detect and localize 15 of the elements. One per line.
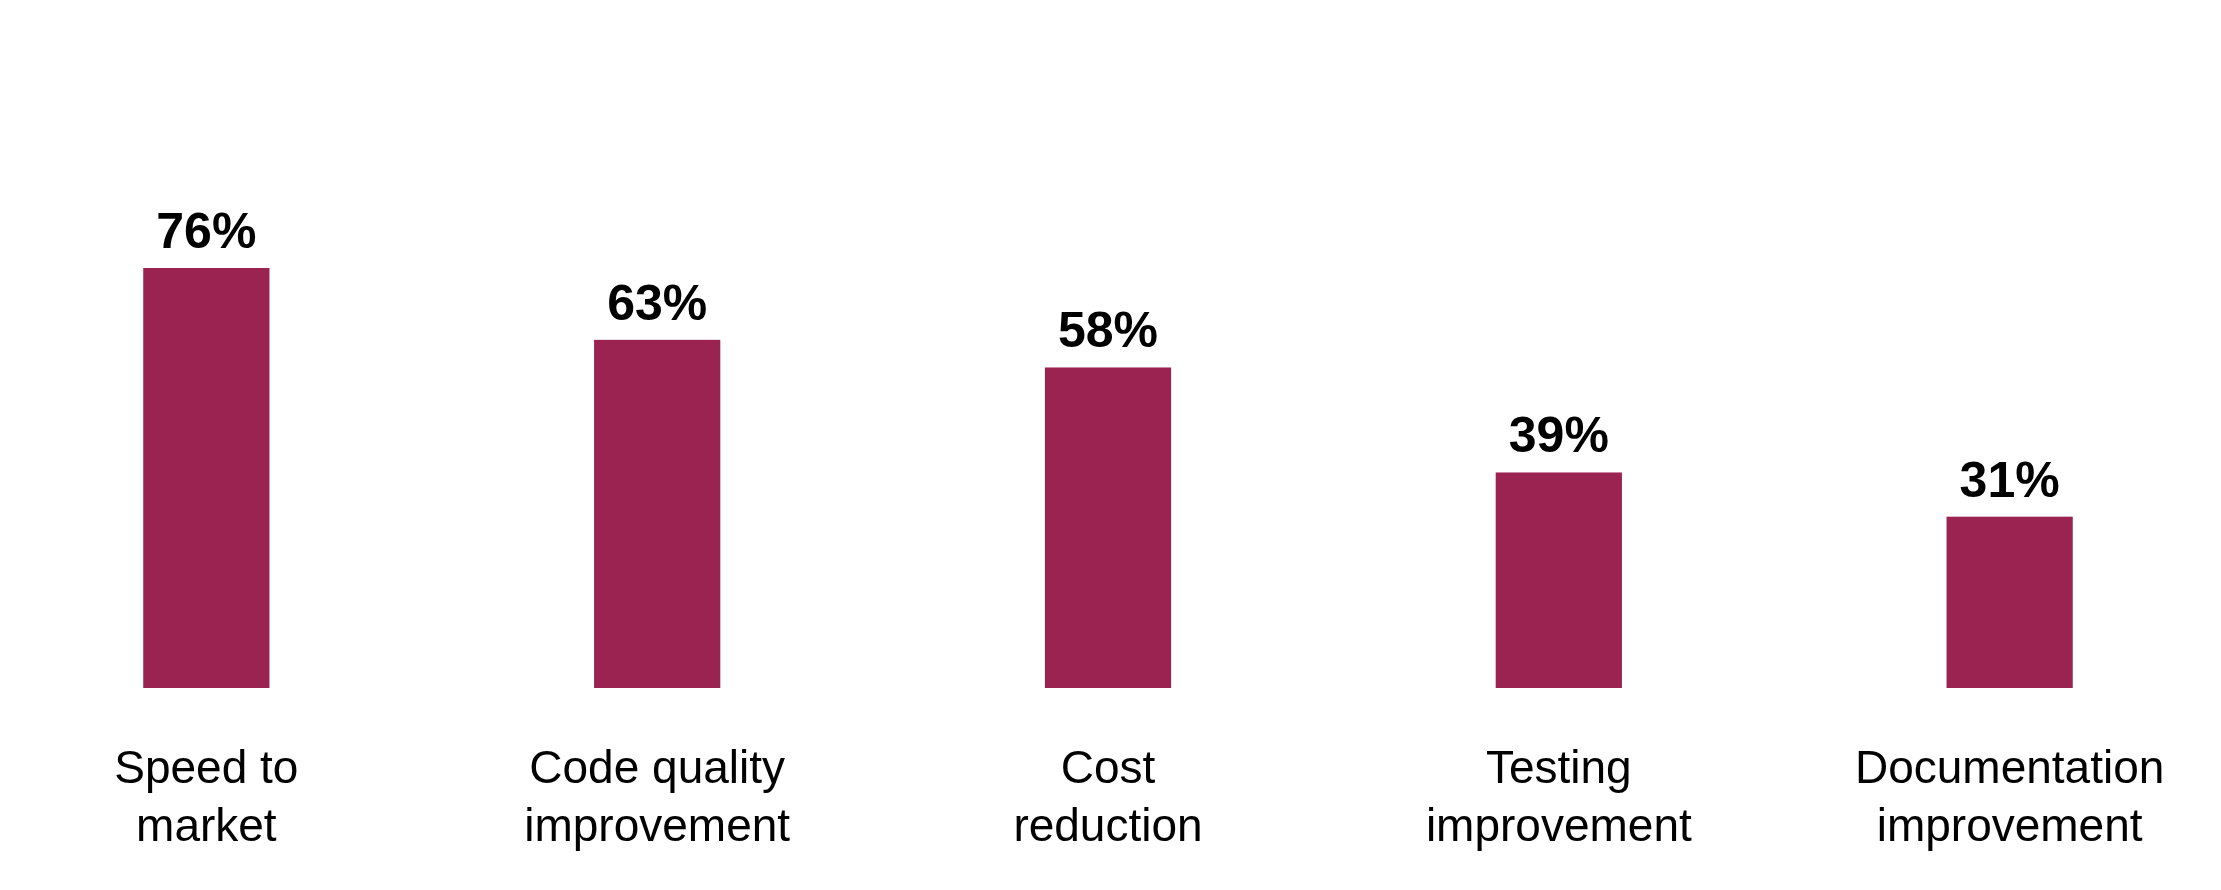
data-label: 76% <box>156 203 257 259</box>
bar <box>143 268 270 688</box>
x-tick-label: Testing improvement <box>1425 741 1692 851</box>
bar <box>1946 516 2073 688</box>
x-tick-label: Cost reduction <box>1013 741 1203 851</box>
bar <box>1495 472 1622 688</box>
x-tick-label: Speed to market <box>114 741 299 851</box>
data-label: 58% <box>1057 302 1159 359</box>
bar <box>594 339 721 688</box>
data-label: 31% <box>1959 451 2060 508</box>
bar <box>1044 367 1172 688</box>
data-label: 39% <box>1508 407 1609 464</box>
x-tick-label: Code quality improvement <box>524 741 791 851</box>
x-tick-label: Documentation improvement <box>1854 741 2165 851</box>
data-label: 63% <box>607 274 708 331</box>
